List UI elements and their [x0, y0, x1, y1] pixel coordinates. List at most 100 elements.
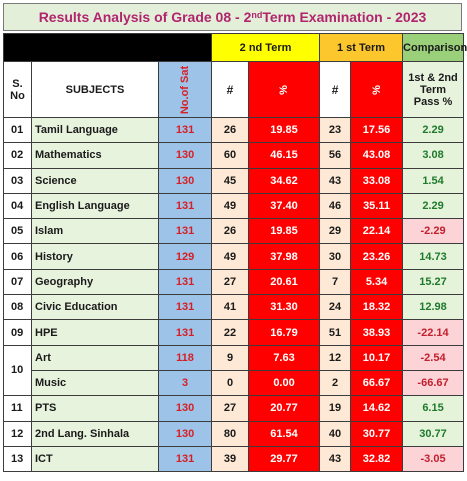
t1-count: 23: [319, 116, 352, 144]
no-of-sat: 130: [157, 420, 213, 447]
subject-name: History: [31, 243, 159, 270]
comparison-value: -2.54: [402, 344, 465, 371]
no-of-sat: 131: [157, 192, 213, 220]
table-row: 09 HPE 131 22 16.79 51 38.93 -22.14: [3, 319, 465, 346]
t2-percent: 34.62: [248, 167, 321, 194]
header-pass-pct: 1st & 2nd Term Pass %: [402, 61, 465, 118]
t1-count: 12: [319, 344, 352, 371]
t1-percent: 10.17: [350, 344, 404, 371]
t1-count: 2: [319, 369, 352, 397]
t1-percent: 33.08: [350, 167, 404, 194]
t1-count: 51: [319, 319, 352, 346]
t1-percent: 66.67: [350, 369, 404, 397]
t2-count: 27: [211, 395, 250, 422]
t1-percent: 14.62: [350, 395, 404, 422]
row-number: 03: [3, 167, 32, 194]
t1-percent: 30.77: [350, 420, 404, 447]
title-suffix: Term Examination - 2023: [262, 9, 427, 25]
t1-count: 43: [319, 445, 352, 473]
t2-percent: 7.63: [248, 344, 321, 371]
t2-count: 45: [211, 167, 250, 194]
t1-count: 46: [319, 192, 352, 220]
header-sno: S. No: [3, 61, 32, 118]
t2-percent-symbol: %: [278, 84, 291, 95]
no-of-sat: 131: [157, 294, 213, 321]
comparison-value: 14.73: [402, 243, 465, 270]
t1-count: 7: [319, 268, 352, 296]
row-number: 11: [3, 395, 32, 422]
no-of-sat: 130: [157, 142, 213, 169]
row-number: 05: [3, 218, 32, 245]
no-of-sat: 131: [157, 268, 213, 296]
subject-name: Mathematics: [31, 142, 159, 169]
table-row: 05 Islam 131 26 19.85 29 22.14 -2.29: [3, 218, 465, 245]
t2-percent: 37.40: [248, 192, 321, 220]
comparison-value: 1.54: [402, 167, 465, 194]
subject-name: 2nd Lang. Sinhala: [31, 420, 159, 447]
row-number: 13: [3, 445, 32, 473]
t1-percent-symbol: %: [370, 84, 383, 95]
title-prefix: Results Analysis of Grade 08 - 2: [38, 9, 252, 25]
no-of-sat: 129: [157, 243, 213, 270]
t2-percent: 37.98: [248, 243, 321, 270]
table-row: 11 PTS 130 27 20.77 19 14.62 6.15: [3, 395, 465, 422]
header-2nd-term: 2 nd Term: [211, 33, 321, 62]
t1-percent: 35.11: [350, 192, 404, 220]
t2-percent: 31.30: [248, 294, 321, 321]
row-number: 06: [3, 243, 32, 270]
t1-count: 24: [319, 294, 352, 321]
subject-name: PTS: [31, 395, 159, 422]
subject-name: Science: [31, 167, 159, 194]
t2-count: 27: [211, 268, 250, 296]
t1-percent: 5.34: [350, 268, 404, 296]
table-row: 07 Geography 131 27 20.61 7 5.34 15.27: [3, 268, 465, 296]
table-row: 08 Civic Education 131 41 31.30 24 18.32 12.98: [3, 294, 465, 321]
comparison-value: 30.77: [402, 420, 465, 447]
t1-percent: 17.56: [350, 116, 404, 144]
subject-name: Civic Education: [31, 294, 159, 321]
table-row: 02 Mathematics 130 60 46.15 56 43.08 3.08: [3, 142, 465, 169]
t2-percent: 0.00: [248, 369, 321, 397]
no-of-sat: 131: [157, 218, 213, 245]
t2-count: 49: [211, 192, 250, 220]
comparison-value: 15.27: [402, 268, 465, 296]
t2-count: 9: [211, 344, 250, 371]
comparison-value: 3.08: [402, 142, 465, 169]
t1-percent: 18.32: [350, 294, 404, 321]
row-number: 01: [3, 116, 32, 144]
row-number: 09: [3, 319, 32, 346]
t2-count: 80: [211, 420, 250, 447]
header-subjects: SUBJECTS: [31, 61, 159, 118]
row-number: 07: [3, 268, 32, 296]
t1-count: 40: [319, 420, 352, 447]
table-row: 06 History 129 49 37.98 30 23.26 14.73: [3, 243, 465, 270]
subject-name: Art: [31, 344, 159, 371]
t2-percent: 16.79: [248, 319, 321, 346]
header-blank: [2, 33, 213, 62]
t2-percent: 46.15: [248, 142, 321, 169]
t2-count: 60: [211, 142, 250, 169]
no-of-sat: 131: [157, 116, 213, 144]
no-of-sat: 3: [157, 369, 213, 397]
t2-count: 41: [211, 294, 250, 321]
header-no-of-sat: No.of Sat: [157, 61, 213, 118]
no-of-sat: 130: [157, 167, 213, 194]
comparison-value: -66.67: [402, 369, 465, 397]
no-of-sat: 118: [157, 344, 213, 371]
comparison-value: 2.29: [402, 192, 465, 220]
header-row-2: S. No SUBJECTS No.of Sat # % # % 1st & 2…: [3, 61, 465, 118]
row-number: 02: [3, 142, 32, 169]
t1-count: 29: [319, 218, 352, 245]
subject-name: ICT: [31, 445, 159, 473]
t2-count: 39: [211, 445, 250, 473]
t1-percent: 22.14: [350, 218, 404, 245]
header-1st-term: 1 st Term: [319, 33, 404, 62]
subject-name: HPE: [31, 319, 159, 346]
t2-percent: 29.77: [248, 445, 321, 473]
t1-count: 30: [319, 243, 352, 270]
row-number: 08: [3, 294, 32, 321]
subject-name: Tamil Language: [31, 116, 159, 144]
header-t1-count: #: [319, 61, 352, 118]
comparison-value: -22.14: [402, 319, 465, 346]
